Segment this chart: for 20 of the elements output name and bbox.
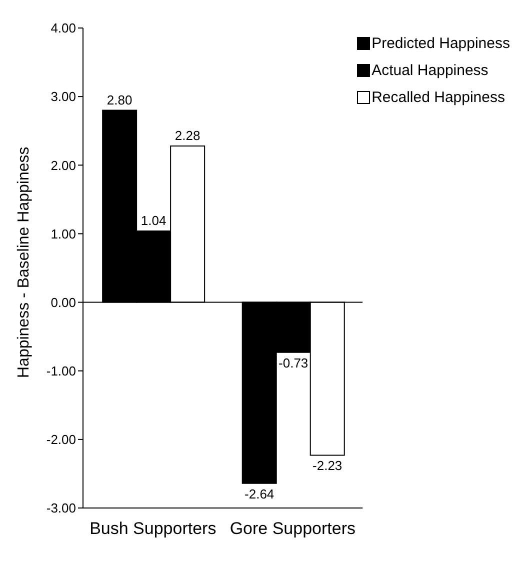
legend-label: Actual Happiness	[372, 61, 488, 81]
y-tick-label: -2.00	[46, 432, 76, 448]
y-tick-label: 4.00	[50, 20, 76, 36]
data-label: 2.28	[174, 128, 200, 143]
data-label: 1.04	[140, 212, 166, 228]
y-tick-label: -3.00	[46, 500, 76, 516]
data-label: -2.23	[312, 458, 342, 474]
legend-label: Predicted Happiness	[372, 34, 510, 54]
y-tick-label: 0.00	[50, 294, 76, 310]
data-label: 2.80	[106, 92, 132, 108]
y-tick-label: 3.00	[50, 89, 76, 104]
data-label: -0.73	[278, 355, 308, 370]
y-tick-label: 2.00	[50, 158, 76, 173]
data-label: -2.64	[244, 486, 274, 502]
y-axis-title: Happiness - Baseline Happiness	[16, 146, 33, 378]
x-tick-label: Gore Supporters	[230, 519, 356, 538]
y-tick-label: 1.00	[50, 226, 76, 242]
legend-label: Recalled Happiness	[372, 88, 505, 108]
x-tick-label: Bush Supporters	[90, 519, 216, 538]
y-tick-label: -1.00	[46, 363, 76, 378]
